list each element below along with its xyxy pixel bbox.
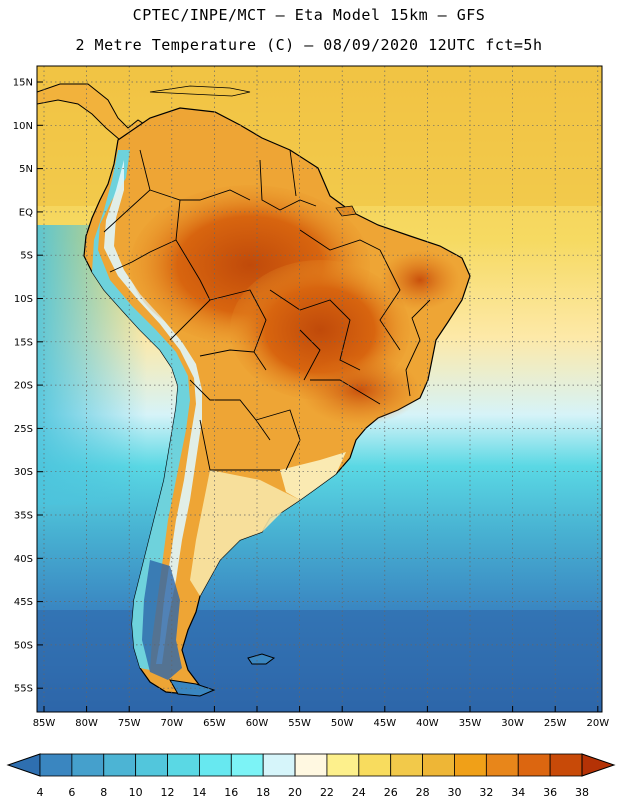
southwest-cold-band xyxy=(37,610,602,712)
andes-snow-strip xyxy=(104,160,202,664)
colorbar-box xyxy=(230,753,264,777)
patagonia-deep-cold xyxy=(142,560,182,680)
lat-label: 10S xyxy=(14,294,33,305)
lon-label: 55W xyxy=(288,718,311,729)
lat-label: 40S xyxy=(14,554,33,565)
lon-label: 50W xyxy=(331,718,354,729)
colorbar-label: 12 xyxy=(161,786,175,799)
colorbar-box xyxy=(390,753,423,777)
lat-label: EQ xyxy=(19,207,33,218)
lon-label: 70W xyxy=(160,718,183,729)
southern-cone-cool xyxy=(190,470,300,596)
lon-label: 75W xyxy=(118,718,141,729)
chart-title-line1: CPTEC/INPE/MCT – Eta Model 15km – GFS xyxy=(132,6,486,24)
lat-label: 30S xyxy=(14,467,33,478)
colorbar-label: 18 xyxy=(256,786,270,799)
colorbar-label: 28 xyxy=(416,786,430,799)
colorbar-box xyxy=(199,753,232,777)
lat-label: 35S xyxy=(14,511,33,522)
colorbar-label: 22 xyxy=(320,786,334,799)
lon-label: 35W xyxy=(459,718,482,729)
lon-label: 80W xyxy=(75,718,98,729)
uruguay-cool xyxy=(280,452,346,500)
colorbar-label: 4 xyxy=(37,786,44,799)
colorbar-box xyxy=(517,753,551,777)
colorbar-box xyxy=(358,753,392,777)
colorbar-box xyxy=(167,753,200,777)
colorbar-arrow-right xyxy=(581,753,616,777)
colorbar-label: 30 xyxy=(447,786,461,799)
lat-label: 20S xyxy=(14,381,33,392)
map-frame xyxy=(36,65,603,713)
colorbar-box xyxy=(454,753,487,777)
colorbar-arrow-left xyxy=(6,753,41,777)
lon-label: 45W xyxy=(373,718,396,729)
longitude-labels: 85W 80W 75W 70W 65W 60W 55W 50W 45W 40W 35W 30W 25W 2… xyxy=(33,706,609,729)
colorbar-box xyxy=(135,753,168,777)
lat-label: 45S xyxy=(14,597,33,608)
lon-label: 25W xyxy=(544,718,567,729)
lat-label: 5S xyxy=(20,251,33,262)
southeast-brazil-hot xyxy=(300,355,420,425)
lat-label: 15S xyxy=(14,337,33,348)
lon-label: 65W xyxy=(203,718,226,729)
lat-label: 25S xyxy=(14,424,33,435)
northeast-brazil-hot xyxy=(380,250,460,310)
colorbar-label: 38 xyxy=(575,786,589,799)
colorbar-label: 24 xyxy=(352,786,366,799)
colorbar: 4 6 8 10 12 14 16 18 20 22 24 26 28 30 32 34 36 38 xyxy=(6,753,616,799)
chart-title-line2: 2 Metre Temperature (C) – 08/09/2020 12U… xyxy=(75,36,543,54)
colorbar-label: 10 xyxy=(129,786,143,799)
lon-label: 40W xyxy=(416,718,439,729)
lon-label: 20W xyxy=(586,718,609,729)
latitude-labels: 15N 10N 5N EQ 5S 10S 15S 20S 25S 30S 35S 40S 45S 50S 5… xyxy=(13,78,43,695)
colorbar-box xyxy=(549,753,583,777)
colorbar-label: 34 xyxy=(511,786,525,799)
lat-label: 50S xyxy=(14,640,33,651)
colorbar-box xyxy=(326,753,360,777)
colorbar-box xyxy=(39,753,73,777)
colorbar-box xyxy=(103,753,137,777)
falkland-islands xyxy=(247,653,276,665)
colorbar-label: 6 xyxy=(68,786,75,799)
lon-label: 30W xyxy=(501,718,524,729)
colorbar-box xyxy=(485,753,519,777)
lat-label: 55S xyxy=(14,684,33,695)
colorbar-box xyxy=(422,753,455,777)
lat-label: 5N xyxy=(19,164,33,175)
colorbar-box xyxy=(294,753,328,777)
country-borders xyxy=(103,149,431,471)
colorbar-label: 36 xyxy=(543,786,557,799)
lon-label: 85W xyxy=(33,718,56,729)
caribbean-islands xyxy=(149,85,251,97)
marajo-island xyxy=(335,205,357,217)
colorbar-box xyxy=(71,753,105,777)
colorbar-box xyxy=(262,753,296,777)
colorbar-label: 14 xyxy=(192,786,206,799)
lat-label: 10N xyxy=(13,121,33,132)
lon-label: 60W xyxy=(246,718,269,729)
colorbar-label: 32 xyxy=(479,786,493,799)
tierra-del-fuego xyxy=(169,679,216,697)
colorbar-label: 16 xyxy=(224,786,238,799)
colorbar-label: 20 xyxy=(288,786,302,799)
lat-label: 15N xyxy=(13,78,33,89)
colorbar-label: 26 xyxy=(384,786,398,799)
colorbar-label: 8 xyxy=(100,786,107,799)
